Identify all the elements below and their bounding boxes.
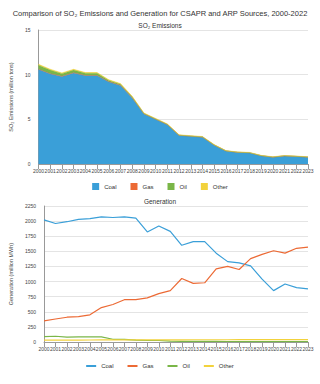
svg-text:2005: 2005: [96, 346, 107, 352]
svg-text:2007: 2007: [115, 168, 126, 174]
svg-text:0: 0: [28, 161, 31, 167]
svg-text:2013: 2013: [185, 168, 196, 174]
svg-text:Oil: Oil: [183, 363, 190, 369]
svg-text:2009: 2009: [142, 346, 153, 352]
svg-text:2007: 2007: [119, 346, 130, 352]
svg-text:2000: 2000: [25, 218, 36, 224]
svg-text:2009: 2009: [138, 168, 149, 174]
svg-text:2006: 2006: [103, 168, 114, 174]
svg-text:2008: 2008: [127, 168, 138, 174]
svg-text:2013: 2013: [188, 346, 199, 352]
svg-text:2004: 2004: [84, 346, 95, 352]
svg-text:2000: 2000: [33, 168, 44, 174]
svg-text:2020: 2020: [268, 346, 279, 352]
svg-text:250: 250: [28, 324, 37, 330]
svg-text:2010: 2010: [153, 346, 164, 352]
svg-text:2008: 2008: [130, 346, 141, 352]
svg-text:2010: 2010: [150, 168, 161, 174]
svg-text:2250: 2250: [25, 203, 36, 209]
svg-text:Other: Other: [213, 184, 228, 190]
svg-text:Other: Other: [219, 363, 234, 369]
svg-text:1750: 1750: [25, 233, 36, 239]
svg-text:2011: 2011: [165, 346, 176, 352]
svg-text:Generation: Generation: [144, 198, 177, 205]
svg-text:2015: 2015: [209, 168, 220, 174]
svg-text:2001: 2001: [50, 346, 61, 352]
svg-text:2018: 2018: [244, 168, 255, 174]
svg-text:750: 750: [28, 294, 37, 300]
svg-text:Gas: Gas: [142, 363, 153, 369]
svg-text:2017: 2017: [232, 168, 243, 174]
svg-text:1500: 1500: [25, 248, 36, 254]
svg-text:2003: 2003: [68, 168, 79, 174]
svg-text:2000: 2000: [38, 346, 49, 352]
svg-text:2014: 2014: [199, 346, 210, 352]
svg-text:2023: 2023: [302, 346, 313, 352]
svg-text:2022: 2022: [291, 346, 302, 352]
svg-text:10: 10: [25, 72, 31, 78]
svg-text:Generation (million MWh): Generation (million MWh): [8, 243, 14, 306]
svg-text:2023: 2023: [302, 168, 313, 174]
svg-text:2019: 2019: [257, 346, 268, 352]
svg-text:2021: 2021: [279, 168, 290, 174]
svg-text:2020: 2020: [267, 168, 278, 174]
svg-text:2022: 2022: [291, 168, 302, 174]
svg-text:2012: 2012: [176, 346, 187, 352]
svg-text:SO₂ Emissions: SO₂ Emissions: [138, 22, 182, 29]
svg-text:Comparison of SO₂ Emissions an: Comparison of SO₂ Emissions and Generati…: [13, 9, 308, 18]
svg-text:2021: 2021: [279, 346, 290, 352]
svg-text:Coal: Coal: [101, 363, 113, 369]
svg-text:2004: 2004: [80, 168, 91, 174]
svg-text:2002: 2002: [56, 168, 67, 174]
svg-text:2001: 2001: [45, 168, 56, 174]
svg-text:2002: 2002: [61, 346, 72, 352]
svg-text:Oil: Oil: [180, 184, 187, 190]
svg-text:2015: 2015: [211, 346, 222, 352]
svg-text:1250: 1250: [25, 263, 36, 269]
svg-text:5: 5: [28, 116, 31, 122]
svg-text:2016: 2016: [222, 346, 233, 352]
svg-text:2003: 2003: [73, 346, 84, 352]
svg-text:1000: 1000: [25, 279, 36, 285]
svg-text:500: 500: [28, 309, 37, 315]
svg-text:2018: 2018: [245, 346, 256, 352]
svg-text:2012: 2012: [174, 168, 185, 174]
svg-text:0: 0: [33, 339, 36, 345]
svg-text:2017: 2017: [234, 346, 245, 352]
svg-text:Coal: Coal: [104, 184, 116, 190]
svg-text:2016: 2016: [220, 168, 231, 174]
svg-text:2011: 2011: [162, 168, 173, 174]
svg-text:15: 15: [25, 27, 31, 33]
svg-text:2019: 2019: [256, 168, 267, 174]
svg-text:2006: 2006: [107, 346, 118, 352]
svg-text:Gas: Gas: [142, 184, 153, 190]
svg-text:SO₂ Emissions (million tons): SO₂ Emissions (million tons): [8, 62, 14, 132]
svg-text:2005: 2005: [91, 168, 102, 174]
svg-text:2014: 2014: [197, 168, 208, 174]
